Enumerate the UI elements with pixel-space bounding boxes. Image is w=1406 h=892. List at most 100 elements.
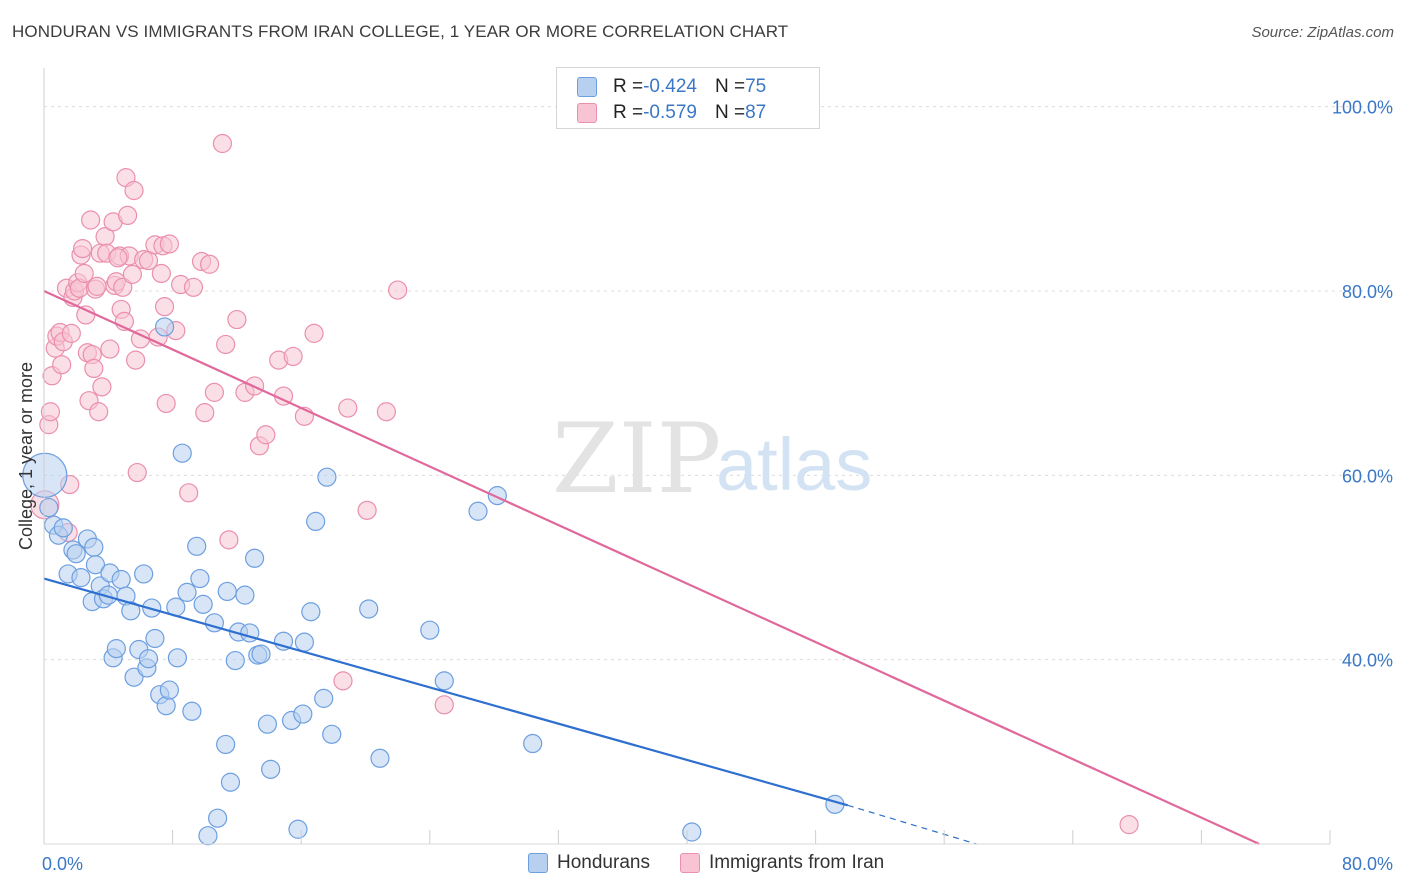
iran-point — [304, 323, 324, 343]
r-label: R = — [613, 102, 644, 123]
hondurans-swatch — [528, 853, 548, 873]
hondurans-point — [434, 671, 454, 691]
iran-point — [195, 403, 215, 423]
n-value: 87 — [745, 102, 767, 123]
hondurans-point — [220, 772, 241, 792]
iran-point — [434, 695, 454, 715]
hondurans-point — [225, 650, 245, 671]
iran-point — [338, 398, 358, 418]
legend-label: Hondurans — [557, 852, 650, 873]
iran-point — [219, 530, 239, 550]
hondurans-point — [359, 599, 379, 619]
hondurans-point — [106, 639, 126, 659]
trend-layer — [43, 289, 1260, 846]
iran-point — [204, 382, 224, 402]
hondurans-point — [111, 569, 131, 590]
hondurans-point — [138, 649, 159, 669]
hondurans-point — [306, 511, 326, 532]
hondurans-point — [187, 536, 207, 556]
hondurans-point — [190, 568, 210, 589]
y-tick-label: 40.0% — [1342, 651, 1393, 671]
hondurans-point — [288, 819, 308, 839]
iran-point — [1119, 815, 1139, 835]
hondurans-point — [208, 808, 228, 828]
iran-point — [87, 276, 107, 296]
hondurans-point — [156, 696, 176, 716]
hondurans-point — [216, 734, 236, 755]
iran-point — [89, 402, 109, 422]
axis-layer: 40.0% 60.0% 80.0% 100.0% 0.0% 80.0% — [42, 68, 1393, 874]
legend-item-hondurans[interactable]: Hondurans — [528, 852, 650, 874]
iran-point — [357, 500, 377, 520]
hondurans-trend-extension — [847, 804, 977, 845]
hondurans-point — [301, 602, 321, 622]
hondurans-point — [167, 648, 188, 668]
iran-point — [92, 377, 112, 397]
watermark-zip: ZIP — [552, 403, 721, 515]
y-tick-label: 80.0% — [1342, 282, 1393, 302]
iran-point — [117, 205, 138, 226]
hondurans-point — [322, 724, 342, 744]
iran-point — [376, 402, 396, 422]
n-label: N = — [714, 76, 746, 97]
iran-point — [100, 339, 120, 359]
iran-point — [154, 297, 175, 317]
iran-point — [227, 309, 247, 330]
iran-point — [212, 133, 233, 154]
iran-point — [199, 254, 220, 274]
hondurans-point — [523, 733, 543, 754]
iran-point — [122, 264, 143, 284]
hondurans-point — [251, 644, 271, 664]
iran-point — [40, 402, 61, 422]
n-value: 75 — [745, 76, 767, 97]
iran-point — [126, 350, 146, 370]
hondurans-point — [22, 452, 68, 498]
iran-point — [76, 305, 96, 325]
source-credit: Source: ZipAtlas.com — [1251, 24, 1394, 41]
r-label: R = — [613, 76, 644, 97]
iran-point — [388, 280, 408, 300]
hondurans-point — [198, 826, 218, 846]
hondurans-point — [66, 544, 86, 564]
hondurans-point — [293, 704, 313, 724]
iran-point — [72, 238, 93, 259]
hondurans-point — [420, 620, 440, 640]
hondurans-point — [217, 581, 237, 602]
hondurans-point — [468, 501, 488, 521]
iran-swatch — [577, 103, 597, 123]
hondurans-point — [314, 688, 334, 708]
legend-item-iran[interactable]: Immigrants from Iran — [679, 852, 885, 874]
iran-trend-line — [43, 289, 1260, 846]
hondurans-point — [154, 317, 175, 337]
iran-swatch — [679, 853, 700, 873]
hondurans-point — [244, 548, 265, 568]
hondurans-point — [121, 601, 141, 621]
iran-point — [124, 180, 144, 201]
x-tick-label: 0.0% — [42, 854, 83, 874]
hondurans-point — [39, 497, 59, 518]
hondurans-point — [257, 714, 278, 734]
hondurans-trend-line — [43, 577, 849, 807]
hondurans-point — [134, 564, 154, 584]
iran-point — [179, 483, 199, 503]
hondurans-point — [85, 555, 106, 575]
iran-point — [81, 210, 101, 230]
iran-point — [52, 355, 72, 375]
stats-row-iran: R = -0.579 N = 87 — [577, 102, 766, 124]
hondurans-point — [145, 628, 165, 649]
watermark: ZIP atlas — [552, 403, 872, 515]
hondurans-point — [177, 582, 197, 602]
hondurans-point — [294, 632, 315, 652]
series-legend: Hondurans Immigrants from Iran — [528, 852, 884, 874]
hondurans-point — [261, 759, 281, 779]
hondurans-point — [193, 594, 213, 614]
iran-point — [127, 462, 147, 483]
legend-label: Immigrants from Iran — [708, 852, 885, 873]
hondurans-point — [370, 748, 390, 768]
hondurans-point — [182, 701, 202, 721]
watermark-atlas: atlas — [716, 423, 872, 506]
points-layer — [22, 133, 1139, 846]
r-value: -0.579 — [643, 102, 697, 123]
y-tick-label: 60.0% — [1342, 466, 1393, 486]
